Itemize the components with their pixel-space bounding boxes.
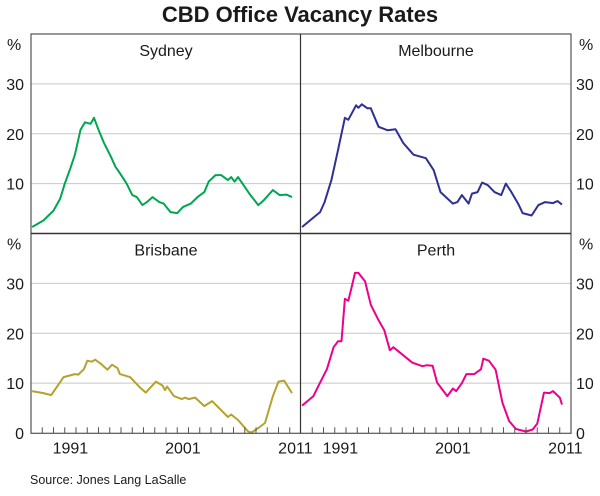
panel-title-sydney: Sydney xyxy=(139,43,192,60)
y-unit-label-right: % xyxy=(579,237,593,254)
panel-title-brisbane: Brisbane xyxy=(134,243,197,260)
y-tick-label-right: 0 xyxy=(576,426,585,443)
x-tick-label: 2011 xyxy=(278,440,313,457)
y-tick-label-right: 30 xyxy=(576,276,594,293)
series-line-perth xyxy=(301,271,563,433)
series-line-sydney xyxy=(31,116,293,228)
y-tick-label-left: 0 xyxy=(15,426,24,443)
source-note: Source: Jones Lang LaSalle xyxy=(30,473,186,487)
x-tick-label: 1991 xyxy=(323,440,359,457)
x-tick-label: 1991 xyxy=(53,440,89,457)
y-tick-label-left: 30 xyxy=(6,276,24,293)
y-tick-label-right: 10 xyxy=(576,177,594,194)
y-tick-label-right: 20 xyxy=(576,326,594,343)
y-tick-label-right: 10 xyxy=(576,376,594,393)
y-tick-label-left: 10 xyxy=(6,376,24,393)
x-tick-label: 2001 xyxy=(165,440,201,457)
panel-title-perth: Perth xyxy=(417,243,455,260)
y-tick-label-right: 30 xyxy=(576,77,594,94)
y-unit-label-left: % xyxy=(7,237,21,254)
panel-title-melbourne: Melbourne xyxy=(398,43,474,60)
chart-title: CBD Office Vacancy Rates xyxy=(162,2,438,27)
y-tick-label-left: 30 xyxy=(6,77,24,94)
y-unit-label-left: % xyxy=(7,37,21,54)
x-tick-label: 2011 xyxy=(548,440,583,457)
y-tick-label-left: 20 xyxy=(6,326,24,343)
y-tick-label-left: 10 xyxy=(6,177,24,194)
series-line-melbourne xyxy=(301,103,563,228)
y-tick-label-right: 20 xyxy=(576,127,594,144)
y-unit-label-right: % xyxy=(579,37,593,54)
x-tick-label: 2001 xyxy=(435,440,471,457)
y-tick-label-left: 20 xyxy=(6,127,24,144)
series-line-brisbane xyxy=(31,358,293,434)
